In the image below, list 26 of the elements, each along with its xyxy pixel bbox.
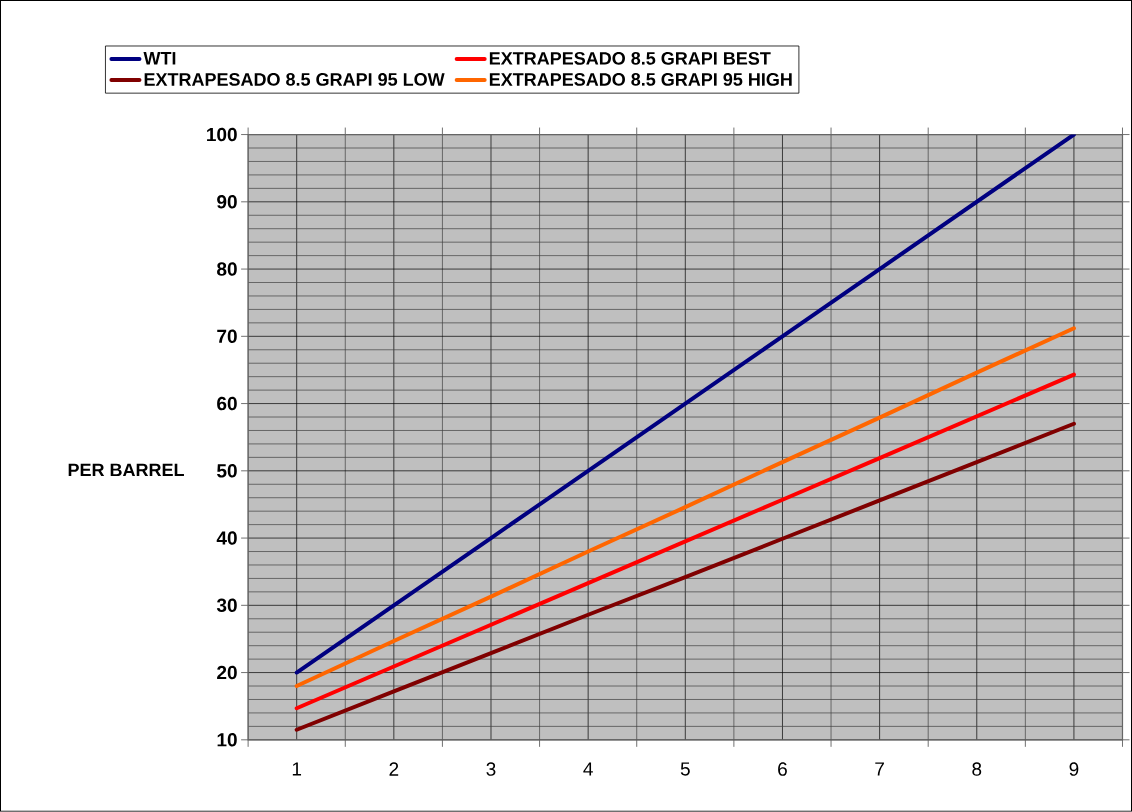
y-tick-label: 90 xyxy=(217,195,237,209)
line-series xyxy=(294,326,1076,689)
x-tick-label: 6 xyxy=(778,762,787,776)
legend-label: EXTRAPESADO 8.5 GRAPI 95 HIGH xyxy=(489,73,792,86)
y-tick-label: 80 xyxy=(217,262,237,276)
y-tick-label: 100 xyxy=(207,127,237,142)
x-tick-label: 5 xyxy=(680,762,690,776)
x-tick-label: 2 xyxy=(389,762,399,776)
y-tick-label: 50 xyxy=(217,464,237,478)
y-tick-label: 70 xyxy=(217,329,237,344)
x-tick-label: 4 xyxy=(583,762,593,776)
y-tick-label: 30 xyxy=(216,598,237,613)
y-tick-label: 40 xyxy=(216,531,237,545)
legend-label: EXTRAPESADO 8.5 GRAPI BEST xyxy=(489,52,771,65)
y-tick-label: 20 xyxy=(217,665,237,680)
x-tick-label: 9 xyxy=(1069,762,1079,776)
legend-label: EXTRAPESADO 8.5 GRAPI 95 LOW xyxy=(144,73,445,86)
legend-label: WTI xyxy=(143,52,176,65)
x-tick-label: 7 xyxy=(875,762,884,776)
x-tick-label: 3 xyxy=(486,762,496,776)
x-tick-label: 8 xyxy=(972,762,982,776)
y-axis-title: PER BARREL xyxy=(68,463,184,477)
line-series xyxy=(294,421,1076,732)
y-tick-label: 10 xyxy=(217,733,237,747)
x-tick-label: 1 xyxy=(292,762,302,776)
y-tick-label: 60 xyxy=(217,396,237,411)
